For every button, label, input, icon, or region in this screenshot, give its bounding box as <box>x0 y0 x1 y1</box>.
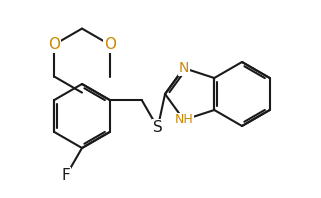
Text: O: O <box>48 37 60 52</box>
Text: NH: NH <box>175 113 193 126</box>
Text: S: S <box>153 120 163 135</box>
Text: O: O <box>104 37 116 52</box>
Text: F: F <box>62 168 70 183</box>
Text: N: N <box>179 61 189 75</box>
Text: O: O <box>48 37 60 52</box>
Text: O: O <box>104 37 116 52</box>
